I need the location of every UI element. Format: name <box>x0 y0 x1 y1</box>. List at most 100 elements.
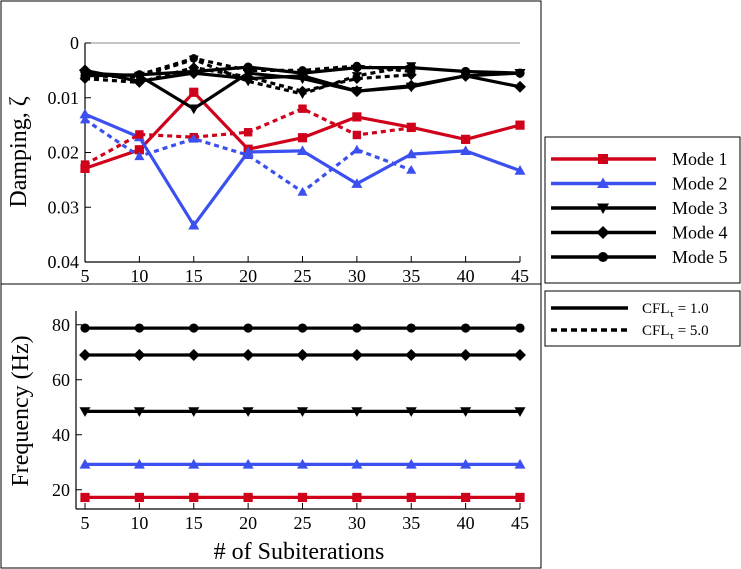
frequency-mode-2-point <box>514 458 526 469</box>
frequency-mode-4-point <box>459 349 472 361</box>
damping-mode-5-cfl-5-0-point <box>80 72 90 82</box>
damping-mode-4-cfl-5-0-point <box>242 71 254 83</box>
damping-x-tick-label: 45 <box>511 266 529 286</box>
frequency-x-tick-label: 20 <box>239 513 257 533</box>
frequency-mode-1-point <box>515 492 525 503</box>
damping-mode-1-cfl-1-0-point <box>134 145 144 155</box>
damping-mode-4-cfl-5-0-point <box>297 85 308 97</box>
frequency-x-tick-label: 40 <box>457 513 475 533</box>
damping-mode-4-cfl-1-0-point <box>405 79 418 92</box>
damping-y-tick-label: 0.04 <box>48 252 80 272</box>
damping-mode-2-cfl-5-0-point <box>243 150 254 160</box>
frequency-mode-2-point <box>351 458 363 469</box>
frequency-mode-3-point <box>296 407 309 417</box>
damping-mode-2-cfl-1-0-point <box>79 108 91 119</box>
legend-cfl-solid-label: CFLτ = 1.0 <box>642 301 709 320</box>
damping-x-tick-label: 35 <box>402 266 420 286</box>
frequency-mode-4-point <box>296 349 309 361</box>
mode-legend-frame <box>544 136 741 284</box>
frequency-mode-5-point <box>461 323 471 333</box>
legend-mode-5-label: Mode 5 <box>672 247 728 267</box>
damping-mode-5-cfl-5-0-point <box>243 66 253 75</box>
frequency-mode-5-point <box>80 323 90 333</box>
mode-legend: Mode 1 Mode 2 Mode 3 Mode 4 Mode 5 <box>551 149 728 267</box>
frequency-mode-1-point <box>243 492 253 503</box>
frequency-x-tick-label: 25 <box>294 513 312 533</box>
frequency-mode-5-point <box>189 323 199 333</box>
frequency-mode-4-point <box>350 349 363 361</box>
frequency-mode-2-point <box>79 458 91 469</box>
frequency-mode-5-point <box>406 323 416 333</box>
damping-mode-2-cfl-5-0-point <box>134 151 145 161</box>
frequency-mode-1-point <box>352 492 362 503</box>
legend-mode-3-label: Mode 3 <box>672 198 728 218</box>
frequency-plot: 5 10 15 20 25 30 35 40 45 20 40 60 80 Frequency (Hz)… <box>8 311 529 565</box>
frequency-mode-2-point <box>242 458 254 469</box>
legend-mode-5-marker <box>598 252 608 262</box>
cfl-legend-frame <box>544 290 741 347</box>
frequency-x-tick-label: 5 <box>81 513 90 533</box>
damping-x-tick-label: 30 <box>348 266 366 286</box>
damping-mode-1-cfl-1-0-point <box>352 112 362 122</box>
damping-mode-5-cfl-5-0-point <box>298 66 307 75</box>
damping-mode-1-cfl-5-0-point <box>135 130 144 139</box>
damping-mode-2-cfl-1-0-point <box>351 178 363 188</box>
damping-mode-1-cfl-5-0-point <box>352 130 362 140</box>
frequency-mode-5-point <box>515 323 525 333</box>
frequency-x-tick-label: 35 <box>402 513 420 533</box>
damping-mode-1-cfl-1-0-point <box>515 120 525 130</box>
damping-mode-4-cfl-5-0-point <box>133 76 145 88</box>
frequency-y-tick-label: 20 <box>52 480 70 500</box>
frequency-x-tick-label: 45 <box>511 513 529 533</box>
damping-mode-2-cfl-1-0-point <box>460 145 472 155</box>
damping-mode-5-cfl-5-0-point <box>189 54 198 63</box>
frequency-mode-3-point <box>405 407 417 417</box>
frequency-x-tick-label: 15 <box>185 513 203 533</box>
damping-x-tick-label: 40 <box>457 266 475 286</box>
damping-y-tick-label: 0 <box>70 33 79 53</box>
damping-mode-1-cfl-1-0-point <box>461 134 471 144</box>
legend-mode-4-marker <box>596 226 610 239</box>
damping-x-tick-label: 10 <box>130 266 148 286</box>
frequency-mode-3-point <box>133 407 145 417</box>
frequency-mode-2-point <box>460 458 472 469</box>
frequency-mode-1-point <box>189 492 199 503</box>
frequency-mode-5-point <box>297 323 308 333</box>
legend-cfl-dashed-label: CFLτ = 5.0 <box>642 323 709 342</box>
legend-mode-4-label: Mode 4 <box>672 223 728 243</box>
damping-mode-4-cfl-5-0-point <box>351 73 363 85</box>
legend-mode-2-label: Mode 2 <box>672 174 728 194</box>
damping-mode-2-cfl-5-0-point <box>406 164 417 174</box>
damping-mode-5-cfl-5-0-point <box>352 61 362 71</box>
frequency-mode-5-point <box>134 323 144 333</box>
damping-mode-2-cfl-1-0-point <box>514 165 526 175</box>
damping-mode-2-cfl-1-0-point <box>188 219 200 230</box>
frequency-mode-1-point <box>297 492 308 503</box>
damping-x-tick-label: 5 <box>81 266 90 286</box>
frequency-mode-3-point <box>79 407 91 417</box>
legend-mode-3-marker <box>597 203 609 214</box>
frequency-mode-3-point <box>460 407 472 417</box>
frequency-y-tick-label: 40 <box>52 425 70 445</box>
frequency-mode-2-point <box>188 458 200 469</box>
damping-mode-2-cfl-5-0-point <box>79 114 91 124</box>
damping-mode-5-cfl-1-0-point <box>461 66 471 77</box>
legend-mode-2-marker <box>597 177 609 188</box>
frequency-mode-2-point <box>296 458 309 469</box>
damping-mode-4-cfl-1-0-point <box>79 64 91 77</box>
cfl-legend: CFLτ = 1.0 CFLτ = 5.0 <box>551 301 709 342</box>
damping-mode-1-cfl-5-0-point <box>243 128 253 137</box>
damping-mode-5-cfl-5-0-point <box>135 70 144 79</box>
legend-mode-1-marker <box>598 154 608 164</box>
frequency-mode-1-point <box>406 492 416 503</box>
damping-mode-2-cfl-5-0-point <box>351 144 362 154</box>
damping-mode-2-cfl-1-0-point <box>296 145 309 155</box>
damping-mode-3-cfl-5-0-point <box>406 62 417 72</box>
damping-y-tick-label: 0.03 <box>48 197 80 217</box>
frequency-mode-4-point <box>514 349 526 361</box>
frequency-mode-1-point <box>134 492 144 503</box>
damping-mode-4-cfl-1-0-point <box>514 80 526 93</box>
damping-mode-4-cfl-5-0-point <box>188 62 200 74</box>
damping-mode-2-cfl-5-0-point <box>297 186 308 196</box>
